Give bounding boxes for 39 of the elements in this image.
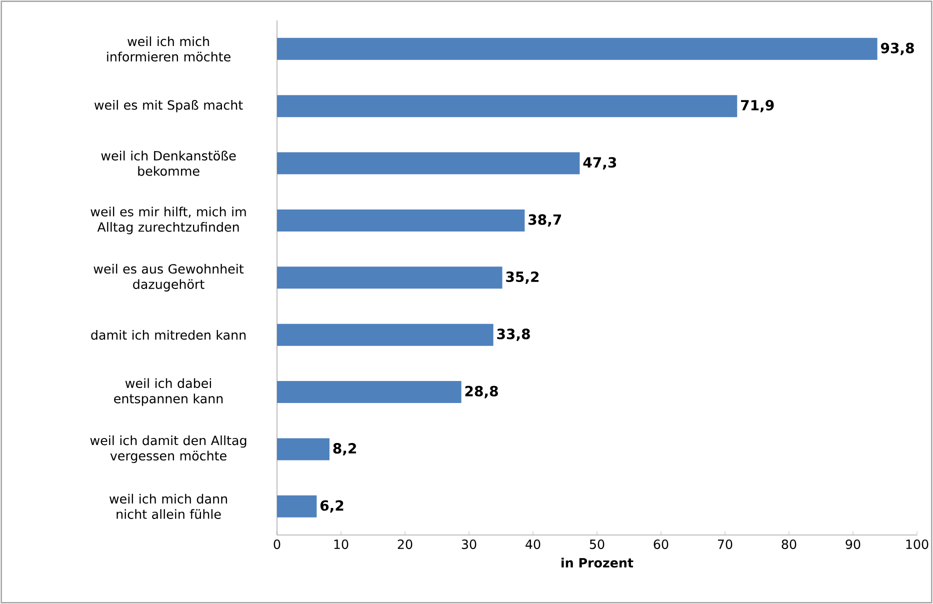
x-tick-label: 80 [782,539,796,550]
bar [277,38,878,60]
y-tick-label: weil ich Denkanstöße bekomme [101,150,236,176]
data-label: 38,7 [528,214,562,227]
bar [277,266,502,289]
data-label: 93,8 [880,42,914,56]
x-tick-label: 40 [526,539,540,550]
y-tick-label: damit ich mitreden kann [91,330,246,340]
bar [277,95,738,118]
data-label: 28,8 [465,386,498,398]
x-tick-label: 90 [846,539,860,550]
y-tick-label: weil ich mich informieren möchte [107,36,230,62]
bar [277,381,462,404]
bar [277,438,330,460]
x-tick-label: 20 [398,539,412,550]
data-label: 6,2 [320,500,344,513]
bar [277,209,525,232]
bar [277,324,494,346]
bar [277,152,580,174]
x-tick-label: 70 [718,539,732,550]
y-tick-label: weil es aus Gewohnheit dazugehört [94,264,244,292]
x-tick-label: 50 [590,539,604,550]
y-tick-label: weil ich dabei entspannen kann [114,378,223,406]
x-tick-label: 10 [334,539,348,550]
x-tick-label: 100 [906,539,928,550]
y-tick-label: weil ich damit den Alltag vergessen möchte [90,435,246,464]
x-tick-label: 60 [654,539,668,550]
y-tick-label: weil es mir hilft, mich im Alltag zurechtzufinden [90,206,246,234]
y-tick-label: weil es mit Spaß macht [94,100,243,112]
data-label: 33,8 [497,328,530,342]
x-axis-title: in Prozent [562,558,634,568]
data-label: 8,2 [333,443,356,456]
data-label: 35,2 [506,271,539,284]
y-tick-label: weil ich mich dann nicht allein fühle [110,494,227,519]
data-label: 47,3 [583,157,616,170]
x-tick-label: 30 [462,539,476,550]
bar [277,495,317,518]
data-label: 71,9 [741,100,774,112]
x-tick-label: 0 [274,539,280,550]
